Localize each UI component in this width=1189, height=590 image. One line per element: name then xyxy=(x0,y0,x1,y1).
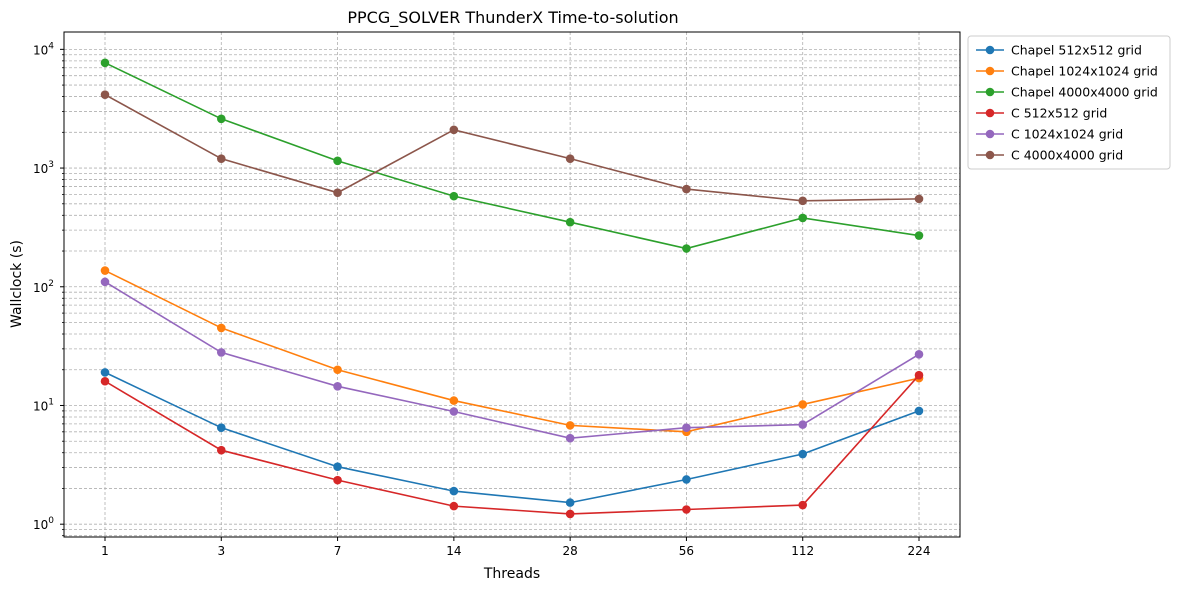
data-point xyxy=(565,421,575,430)
data-point xyxy=(682,505,691,514)
data-point xyxy=(449,191,459,201)
legend-item: C 1024x1024 grid xyxy=(976,127,1123,142)
legend-label: Chapel 4000x4000 grid xyxy=(1011,85,1158,100)
data-point xyxy=(798,500,808,510)
data-point xyxy=(449,501,459,511)
series-chapel-1024x1024-grid xyxy=(100,266,924,437)
data-point xyxy=(682,423,691,432)
x-tick-label: 224 xyxy=(908,544,931,558)
plot-area-frame xyxy=(63,31,961,538)
data-point xyxy=(100,376,110,386)
data-point xyxy=(333,462,342,471)
data-point xyxy=(798,400,808,409)
data-point xyxy=(216,114,226,124)
data-point xyxy=(682,184,691,194)
series-c-512x512-grid xyxy=(100,370,924,519)
data-point xyxy=(565,433,575,443)
series-chapel-512x512-grid xyxy=(100,368,924,507)
data-point xyxy=(449,407,459,416)
data-point xyxy=(682,244,691,253)
data-point xyxy=(449,396,459,405)
data-point xyxy=(565,509,575,519)
data-point xyxy=(333,475,342,485)
data-point xyxy=(216,445,226,455)
series-line xyxy=(104,269,920,433)
series-line xyxy=(104,281,920,440)
data-point xyxy=(449,486,459,496)
data-point xyxy=(565,217,575,227)
x-tick-label: 112 xyxy=(791,544,814,558)
data-point xyxy=(100,368,110,377)
y-tick-label: 103 xyxy=(33,160,54,176)
legend-item: Chapel 4000x4000 grid xyxy=(976,85,1158,100)
data-point xyxy=(333,188,342,198)
series-chapel-4000x4000-grid xyxy=(100,58,924,253)
legend-label: Chapel 512x512 grid xyxy=(1011,43,1142,58)
legend-swatch-marker xyxy=(985,66,995,76)
legend-swatch-marker xyxy=(985,129,995,139)
data-point xyxy=(914,370,924,380)
legend-item: Chapel 512x512 grid xyxy=(976,43,1142,58)
data-point xyxy=(216,423,226,432)
data-point xyxy=(798,196,808,206)
y-axis-label: Wallclock (s) xyxy=(9,240,25,328)
x-tick-label: 56 xyxy=(679,544,694,558)
axes-layer: 1 3 7 14 28 56 112 224 100 101 102 103 104 xyxy=(33,41,930,558)
data-point xyxy=(798,213,808,223)
legend-swatch-marker xyxy=(985,87,995,97)
series-line xyxy=(104,93,920,202)
legend-label: Chapel 1024x1024 grid xyxy=(1011,64,1158,79)
y-tick-label: 104 xyxy=(33,41,54,57)
data-point xyxy=(333,156,342,166)
data-point xyxy=(100,90,110,99)
data-point xyxy=(216,323,226,333)
legend-item: C 4000x4000 grid xyxy=(976,148,1123,163)
data-point xyxy=(333,382,342,391)
legend-label: C 1024x1024 grid xyxy=(1011,127,1123,142)
x-axis-label: Threads xyxy=(483,566,540,582)
legend-item: Chapel 1024x1024 grid xyxy=(976,64,1158,79)
data-point xyxy=(100,266,110,275)
data-point xyxy=(100,58,110,68)
y-tick-label: 101 xyxy=(33,397,54,413)
data-point xyxy=(798,449,808,459)
data-point xyxy=(682,475,691,484)
series-line xyxy=(104,374,920,515)
x-tick-label: 28 xyxy=(563,544,578,558)
data-point xyxy=(914,194,924,204)
data-point xyxy=(565,154,575,163)
series-line xyxy=(104,371,920,504)
data-point xyxy=(333,365,342,375)
legend-label: C 512x512 grid xyxy=(1011,106,1107,121)
series-c-4000x4000-grid xyxy=(100,90,924,206)
data-point xyxy=(216,348,226,357)
data-point xyxy=(914,406,924,416)
data-point xyxy=(216,154,226,163)
y-tick-label: 102 xyxy=(33,279,54,295)
series-c-1024x1024-grid xyxy=(100,277,924,443)
legend-label: C 4000x4000 grid xyxy=(1011,148,1123,163)
legend-swatch-marker xyxy=(985,108,995,118)
x-tick-label: 14 xyxy=(446,544,461,558)
legend-item: C 512x512 grid xyxy=(976,106,1107,121)
data-point xyxy=(100,277,110,287)
legend-swatch-marker xyxy=(985,150,995,160)
y-tick-label: 100 xyxy=(33,516,54,532)
data-point xyxy=(914,231,924,240)
grid-layer xyxy=(64,32,960,537)
data-point xyxy=(914,349,924,359)
legend-frame xyxy=(967,35,1171,170)
data-point xyxy=(449,125,459,135)
x-tick-label: 7 xyxy=(334,544,342,558)
series-line xyxy=(104,62,920,250)
chart-title: PPCG_SOLVER ThunderX Time-to-solution xyxy=(347,8,678,28)
data-point xyxy=(565,498,575,507)
series-layer xyxy=(100,58,924,519)
x-tick-label: 3 xyxy=(217,544,225,558)
data-point xyxy=(798,420,808,429)
x-tick-label: 1 xyxy=(101,544,109,558)
legend: Chapel 512x512 grid Chapel 1024x1024 grid… xyxy=(967,35,1171,170)
legend-swatch-marker xyxy=(985,45,995,55)
